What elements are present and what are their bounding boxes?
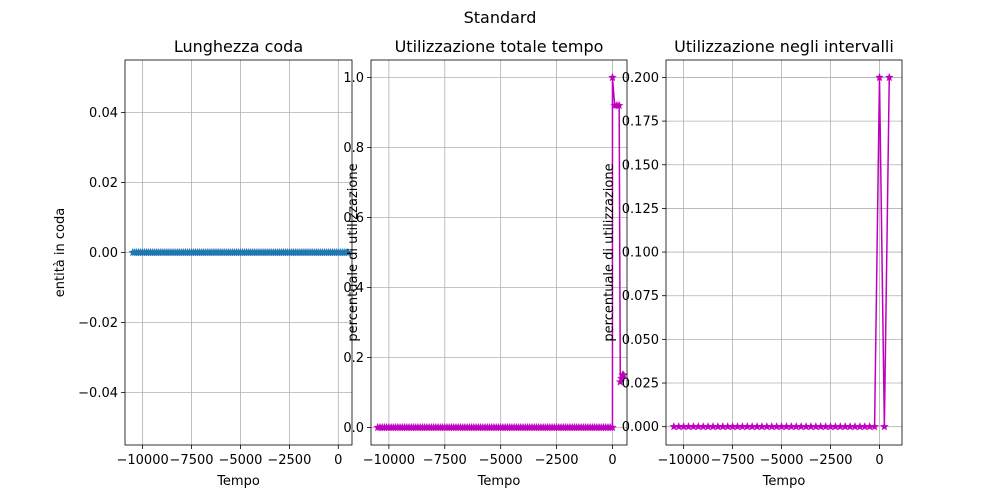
x-tick-label: 0: [875, 453, 883, 468]
y-axis-label: percentuale di utilizzazione: [602, 163, 617, 341]
data-point: [879, 422, 889, 431]
y-tick-label: 0.2: [343, 351, 364, 366]
axes-frame: [665, 59, 903, 446]
y-tick-label: 0.00: [89, 246, 118, 261]
data-point: [608, 72, 617, 82]
chart-2: −10000 −7500 −5000 −2500 0 0.0 0.2 0.4 0.6 0.8 1.0…: [343, 37, 629, 489]
x-tick-label: −2500: [267, 453, 311, 468]
y-axis-label: percentuale di utilizzazione: [346, 163, 361, 341]
y-tick-label: 1.0: [343, 71, 364, 86]
x-tick-label: −2500: [535, 453, 579, 468]
data-point: [343, 247, 353, 257]
x-axis-label: Tempo: [216, 474, 260, 489]
data-point: [614, 100, 624, 110]
data-point: [884, 72, 894, 82]
x-tick-label: 0: [334, 453, 342, 468]
y-tick-label: 0.04: [89, 106, 118, 121]
y-tick-label: 0.025: [622, 377, 659, 392]
y-tick-label: −0.02: [78, 316, 118, 331]
x-tick-label: −5000: [479, 453, 523, 468]
x-tick-label: −10000: [116, 453, 168, 468]
chart-title: Lunghezza coda: [174, 37, 303, 56]
chart-1: −10000 −7500 −5000 −2500 0 −0.04 −0.02 0.00 0.02…: [53, 37, 353, 489]
y-tick-label: 0.050: [622, 333, 659, 348]
x-axis-label: Tempo: [477, 474, 521, 489]
x-tick-label: −7500: [170, 453, 214, 468]
x-tick-label: −2500: [809, 453, 853, 468]
data-point: [875, 72, 884, 82]
chart-3: −10000 −7500 −5000 −2500 0 0.000 0.025 0.050 0.0…: [602, 37, 903, 489]
x-tick-label: −10000: [658, 453, 710, 468]
y-tick-label: 0.6: [343, 211, 364, 226]
x-tick-label: −10000: [363, 453, 415, 468]
charts-container: −10000 −7500 −5000 −2500 0−0.04−0.020.000.02…: [53, 37, 903, 489]
y-tick-label: 0.125: [622, 202, 659, 217]
y-tick-label: 0.02: [89, 176, 118, 191]
x-tick-label: −7500: [423, 453, 467, 468]
data-point: [608, 422, 617, 432]
figure-suptitle: Standard: [464, 8, 537, 27]
y-tick-label: 0.175: [622, 115, 659, 130]
y-axis-label: entità in coda: [53, 208, 68, 297]
x-tick-label: −5000: [760, 453, 804, 468]
axes-frame: [124, 59, 353, 446]
y-tick-label: 0.8: [343, 141, 364, 156]
x-tick-label: −5000: [218, 453, 262, 468]
chart-title: Utilizzazione negli intervalli: [674, 37, 894, 56]
y-tick-label: 0.4: [343, 281, 364, 296]
x-axis-label: Tempo: [762, 474, 806, 489]
y-tick-label: −0.04: [78, 386, 118, 401]
y-tick-label: 0.0: [343, 421, 364, 436]
y-tick-label: 0.075: [622, 289, 659, 304]
x-tick-label: 0: [608, 453, 616, 468]
y-tick-label: 0.200: [622, 71, 659, 86]
axes-frame: [370, 59, 628, 446]
y-tick-label: 0.150: [622, 158, 659, 173]
x-tick-label: −7500: [711, 453, 755, 468]
chart-title: Utilizzazione totale tempo: [395, 37, 604, 56]
data-point: [870, 422, 879, 431]
y-tick-label: 0.100: [622, 246, 659, 261]
y-tick-label: 0.000: [622, 420, 659, 435]
